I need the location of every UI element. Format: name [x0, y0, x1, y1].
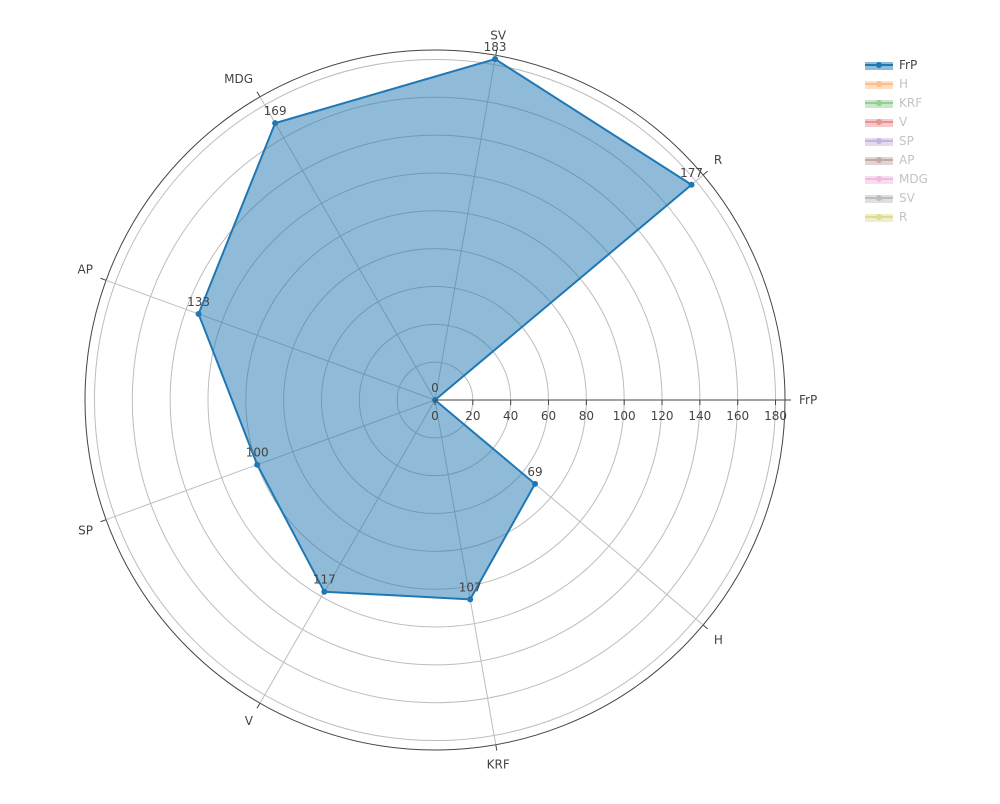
data-point-sv[interactable]	[492, 56, 499, 63]
category-label-sp: SP	[78, 523, 93, 537]
series-line-frp	[197, 58, 693, 601]
category-label-ap: AP	[77, 263, 92, 277]
legend-swatch-marker	[876, 176, 882, 182]
radial-axis: 0 20 40 60 80 100 120 140 160 180	[431, 399, 787, 423]
radial-tick-label-180: 180	[764, 409, 787, 423]
data-label-frp: 0	[431, 381, 439, 395]
radial-tick-label-20: 20	[465, 409, 480, 423]
legend-label-mdg: MDG	[899, 172, 928, 186]
category-label-mdg: MDG	[224, 72, 253, 86]
data-label-sp: 100	[246, 446, 269, 460]
data-point-sp[interactable]	[254, 461, 261, 468]
data-label-mdg: 169	[264, 104, 287, 118]
legend-swatch-marker	[876, 138, 882, 144]
legend-swatch-marker	[876, 214, 882, 220]
data-label-ap: 133	[187, 295, 210, 309]
legend-swatch-marker	[876, 157, 882, 163]
legend-item-sv[interactable]: SV	[865, 191, 916, 205]
radial-tick-label-40: 40	[503, 409, 518, 423]
data-label-krf: 107	[459, 580, 482, 594]
angular-tick-sv	[495, 49, 498, 56]
angular-tick-mdg	[256, 91, 261, 98]
legend-item-v[interactable]: V	[865, 115, 908, 129]
data-point-krf[interactable]	[467, 596, 474, 603]
legend-item-r[interactable]: R	[865, 210, 907, 224]
category-label-sv: SV	[490, 29, 507, 43]
series-layer: 0 69 107 117 100 133 169 183 177	[187, 40, 703, 603]
legend-swatch-marker	[876, 81, 882, 87]
category-labels: FrP H KRF V SP AP MDG SV R	[77, 29, 817, 772]
data-label-h: 69	[527, 465, 542, 479]
category-label-krf: KRF	[487, 757, 510, 771]
legend-label-krf: KRF	[899, 96, 922, 110]
category-label-h: H	[714, 633, 723, 647]
legend-item-ap[interactable]: AP	[865, 153, 914, 167]
legend-item-mdg[interactable]: MDG	[865, 172, 928, 186]
radial-tick-label-80: 80	[579, 409, 594, 423]
radial-tick-label-160: 160	[726, 409, 749, 423]
radial-tick-label-120: 120	[651, 409, 674, 423]
legend-swatch-marker	[876, 195, 882, 201]
angular-tick-krf	[495, 744, 498, 751]
legend-label-r: R	[899, 210, 907, 224]
angular-tick-v	[256, 702, 261, 709]
series-fill-frp	[198, 59, 692, 600]
data-label-sv: 183	[484, 40, 507, 54]
radial-tick-label-100: 100	[613, 409, 636, 423]
legend-item-frp[interactable]: FrP	[865, 58, 917, 72]
legend-label-ap: AP	[899, 153, 914, 167]
legend-swatch-marker	[876, 100, 882, 106]
data-point-h[interactable]	[531, 480, 538, 487]
data-label-r: 177	[680, 166, 703, 180]
legend-label-sv: SV	[899, 191, 916, 205]
legend-swatch-marker	[876, 62, 882, 68]
data-point-ap[interactable]	[195, 310, 202, 317]
angular-tick-sp	[100, 519, 107, 523]
radial-tick-label-140: 140	[688, 409, 711, 423]
legend-item-h[interactable]: H	[865, 77, 908, 91]
data-point-r[interactable]	[688, 181, 695, 188]
angular-tick-ap	[100, 277, 107, 281]
legend-label-frp: FrP	[899, 58, 917, 72]
category-label-r: R	[714, 153, 722, 167]
legend-label-sp: SP	[899, 134, 914, 148]
category-label-frp: FrP	[799, 393, 817, 407]
legend-swatch-marker	[876, 119, 882, 125]
radial-tick-label-0: 0	[431, 409, 439, 423]
data-point-v[interactable]	[321, 588, 328, 595]
angular-tick-r	[702, 170, 709, 176]
angular-tick-h	[702, 624, 709, 630]
category-label-v: V	[245, 714, 254, 728]
data-point-mdg[interactable]	[272, 120, 279, 127]
data-label-v: 117	[313, 573, 336, 587]
radial-tick-label-60: 60	[541, 409, 556, 423]
legend-label-v: V	[899, 115, 908, 129]
legend-item-sp[interactable]: SP	[865, 134, 914, 148]
legend[interactable]: FrP H KRF V SP AP MDG SV R	[865, 58, 928, 224]
legend-label-h: H	[899, 77, 908, 91]
legend-item-krf[interactable]: KRF	[865, 96, 922, 110]
